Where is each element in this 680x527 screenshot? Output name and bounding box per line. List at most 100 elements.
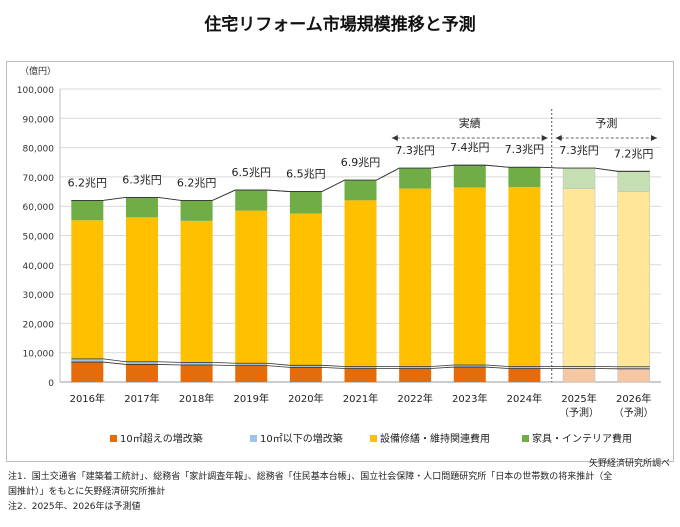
labels: 0 10,000 20,000 30,000 40,000 50,000 60,000 70,… — [17, 65, 654, 419]
bar-segment — [508, 187, 541, 367]
chart-title: 住宅リフォーム市場規模推移と予測 — [204, 15, 476, 35]
legend-label: 10㎡以下の増改築 — [260, 432, 343, 445]
bar-segment — [617, 171, 650, 192]
total-label: 7.3兆円 — [559, 144, 599, 157]
total-label: 6.5兆円 — [231, 166, 271, 179]
bar-segment — [399, 168, 432, 189]
footnote-line: 国推計）」をもとに矢野経済研究所推計 — [8, 487, 166, 497]
bar-segment — [508, 167, 541, 188]
legend: 10㎡超えの増改築 10㎡以下の増改築 設備修繕・維持関連費用 家具・インテリア費用 — [110, 432, 632, 445]
y-tick-label: 50,000 — [23, 233, 55, 243]
bar-segment — [289, 365, 322, 368]
forecast-label: 予測 — [595, 116, 617, 130]
bar-segment — [617, 191, 650, 368]
bar-segment — [453, 187, 486, 366]
bar-segment — [125, 361, 158, 365]
total-label: 6.5兆円 — [286, 168, 326, 181]
bar-segment — [180, 200, 213, 221]
source-credit: 矢野経済研究所調べ — [588, 459, 670, 469]
bar-segment — [71, 200, 104, 221]
y-tick-label: 10,000 — [23, 350, 55, 360]
bar-segment — [508, 368, 541, 382]
x-tick-label: 2019年 — [234, 392, 269, 405]
y-tick-label: 70,000 — [23, 174, 55, 184]
x-tick-label: 2022年 — [397, 392, 432, 405]
footnote-line: 注2．2025年、2026年は予測値 — [8, 502, 141, 512]
total-label: 6.9兆円 — [341, 156, 381, 169]
forecast-range-arrow-head — [651, 135, 657, 141]
bars — [71, 165, 650, 383]
x-tick-label: 2017年 — [124, 392, 159, 405]
total-label: 7.3兆円 — [505, 143, 545, 156]
bar-segment — [289, 213, 322, 366]
total-label: 7.2兆円 — [614, 147, 654, 160]
bar-segment — [344, 200, 377, 367]
bar-segment — [125, 217, 158, 362]
bar-segment — [617, 368, 650, 383]
bar-segment — [180, 365, 213, 382]
legend-swatch — [110, 435, 117, 442]
y-tick-label: 30,000 — [23, 291, 55, 301]
bar-segment — [562, 167, 596, 189]
footnotes: 注1．国土交通省「建築着工統計」、総務省「家計調査年報」、総務省「住民基本台帳」… — [8, 470, 668, 515]
x-tick-label: 2025年 — [561, 392, 596, 405]
bar-segment — [71, 362, 104, 382]
legend-swatch — [522, 435, 529, 442]
y-tick-label: 60,000 — [23, 203, 55, 213]
legend-label: 家具・インテリア費用 — [532, 432, 632, 445]
bar-segment — [71, 358, 104, 363]
x-tick-label: 2026年 — [616, 392, 651, 405]
legend-swatch — [370, 435, 377, 442]
total-label: 6.2兆円 — [68, 176, 108, 189]
actual-label: 実績 — [459, 116, 481, 130]
y-axis-unit: （億円） — [20, 65, 56, 77]
bar-segment — [399, 366, 432, 369]
chart-frame — [6, 61, 674, 462]
total-label: 6.3兆円 — [122, 173, 162, 186]
total-label: 7.3兆円 — [395, 144, 435, 157]
x-tick-label: 2021年 — [343, 392, 378, 405]
total-label: 7.4兆円 — [450, 141, 490, 154]
bar-segment — [71, 220, 104, 359]
bar-segment — [399, 368, 432, 382]
y-tick-label: 20,000 — [23, 320, 55, 330]
bar-segment — [125, 197, 158, 218]
forecast-range-arrow-head — [555, 135, 562, 141]
y-tick-label: 100,000 — [17, 86, 54, 96]
bar-segment — [235, 190, 268, 211]
y-tick-label: 80,000 — [23, 145, 55, 155]
bar-segment — [180, 362, 213, 366]
x-tick-sublabel: （予測） — [559, 406, 599, 419]
chart-svg: 0 10,000 20,000 30,000 40,000 50,000 60,000 70,… — [17, 65, 661, 445]
legend-label: 10㎡超えの増改築 — [120, 432, 203, 445]
bar-segment — [344, 366, 377, 369]
boundary-lines — [71, 109, 657, 382]
bar-segment — [235, 363, 268, 366]
bar-segment — [344, 180, 377, 201]
actual-range-arrow-head — [391, 135, 398, 141]
bar-segment — [235, 210, 268, 364]
x-tick-label: 2018年 — [179, 392, 214, 405]
x-tick-label: 2023年 — [452, 392, 487, 405]
bar-segment — [399, 188, 432, 367]
x-tick-label: 2016年 — [70, 392, 105, 405]
footnote-line: 注1．国土交通省「建築着工統計」、総務省「家計調査年報」、総務省「住民基本台帳」… — [8, 472, 613, 482]
bar-segment — [235, 365, 268, 382]
bar-segment — [453, 367, 486, 382]
y-tick-label: 40,000 — [23, 262, 55, 272]
bar-segment — [562, 188, 596, 367]
bar-segment — [508, 366, 541, 369]
bar-segment — [125, 364, 158, 382]
series-boundary-line — [71, 361, 650, 370]
legend-label: 設備修繕・維持関連費用 — [380, 432, 490, 445]
bar-segment — [180, 220, 213, 363]
x-tick-label: 2024年 — [507, 392, 542, 405]
x-tick-sublabel: （予測） — [614, 406, 654, 419]
x-tick-label: 2020年 — [288, 392, 323, 405]
bar-segment — [562, 368, 596, 383]
bar-segment — [289, 367, 322, 382]
bar-segment — [344, 368, 377, 382]
bar-segment — [289, 191, 322, 214]
bar-segment — [453, 165, 486, 188]
total-line — [71, 164, 650, 201]
